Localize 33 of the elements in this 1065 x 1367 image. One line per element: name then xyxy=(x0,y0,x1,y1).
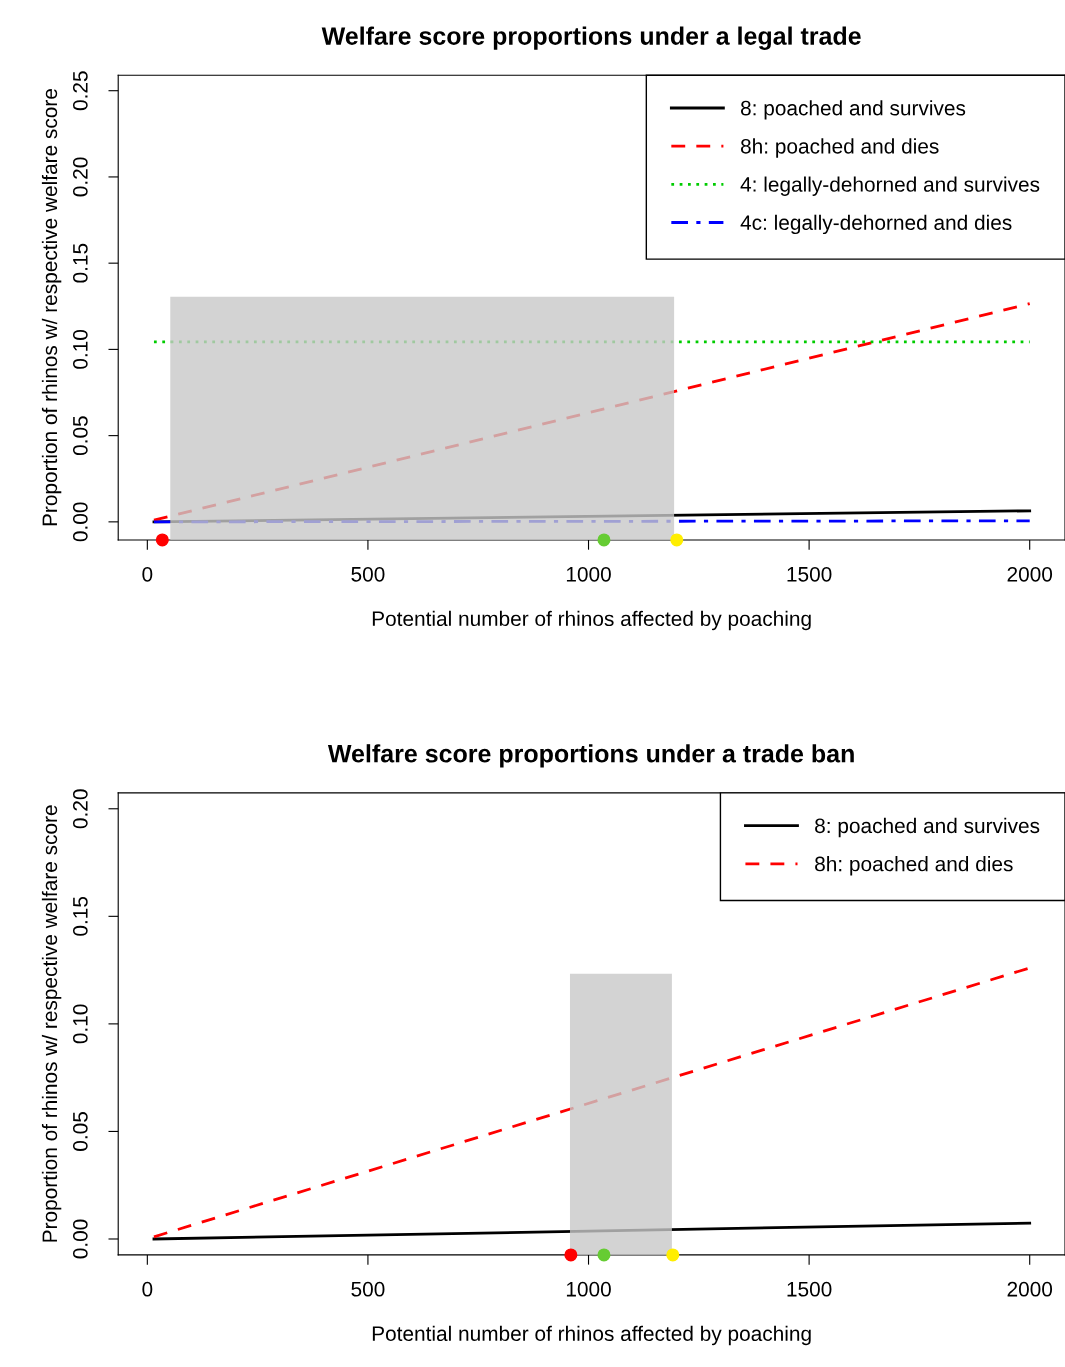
x-tick-label: 1500 xyxy=(787,566,832,582)
y-tick-label: 0.25 xyxy=(72,71,88,111)
legend-label: 8h: poached and dies xyxy=(815,856,1013,876)
x-tick-label: 500 xyxy=(351,566,385,582)
x-tick-label: 1000 xyxy=(566,566,611,582)
x-tick-label: 1000 xyxy=(566,1281,611,1297)
y-tick-label: 0.20 xyxy=(72,157,88,197)
y-tick-label: 0.10 xyxy=(72,1004,88,1044)
x-tick-label: 0 xyxy=(142,1281,153,1297)
y-tick-label: 0.05 xyxy=(72,1112,88,1151)
x-axis-title: Potential number of rhinos affected by poaching xyxy=(372,1325,811,1346)
y-tick-label: 0.15 xyxy=(72,243,88,283)
y-tick-label: 0.10 xyxy=(72,329,88,369)
legend-label: 4: legally-dehorned and survives xyxy=(740,176,1040,196)
y-tick-label: 0.00 xyxy=(72,1219,88,1259)
chart-title: Welfare score proportions under a trade ban xyxy=(327,744,854,768)
x-tick-label: 0 xyxy=(142,566,153,582)
y-axis-title: Proportion of rhinos w/ respective welfare score xyxy=(41,805,62,1242)
legend-label: 8: poached and survives xyxy=(740,100,966,120)
x-axis-title: Potential number of rhinos affected by poaching xyxy=(372,610,811,631)
chart-title: Welfare score proportions under a legal trade xyxy=(321,26,861,50)
legend-label: 4c: legally-dehorned and dies xyxy=(740,214,1012,235)
x-tick-label: 2000 xyxy=(1007,1281,1053,1297)
x-tick-label: 500 xyxy=(351,1281,385,1297)
y-tick-label: 0.20 xyxy=(72,789,88,829)
y-tick-label: 0.15 xyxy=(72,896,88,936)
y-tick-label: 0.00 xyxy=(72,502,88,542)
legend-label: 8h: poached and dies xyxy=(740,138,939,158)
legend-label: 8: poached and survives xyxy=(815,817,1040,838)
x-tick-label: 1500 xyxy=(787,1281,832,1297)
x-tick-label: 2000 xyxy=(1007,566,1053,582)
y-tick-label: 0.05 xyxy=(72,416,88,456)
y-axis-title: Proportion of rhinos w/ respective welfare score xyxy=(41,89,62,526)
